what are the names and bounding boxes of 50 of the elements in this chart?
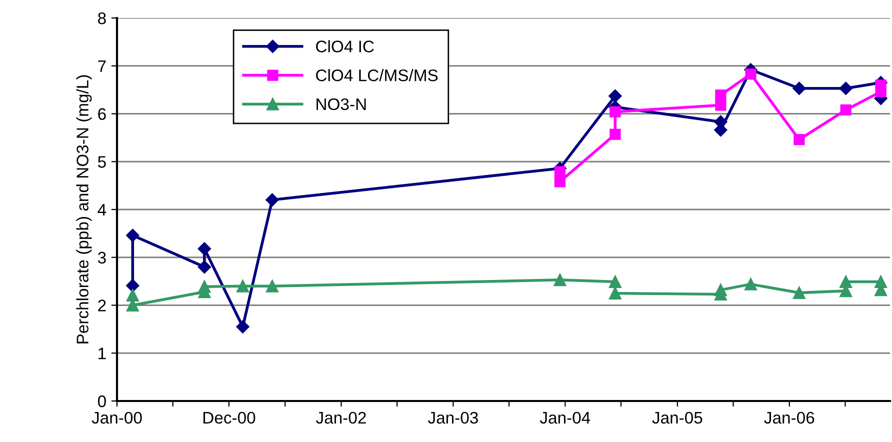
y-tick-label: 0 <box>98 395 106 408</box>
point <box>839 82 852 95</box>
x-tick-label: Jan-05 <box>652 412 702 424</box>
point <box>266 193 279 207</box>
point <box>198 242 212 256</box>
point <box>745 68 756 80</box>
legend-label: ClO4 IC <box>316 40 374 52</box>
point <box>840 276 852 288</box>
x-tick-label: Jan-03 <box>428 412 478 424</box>
point <box>715 100 726 111</box>
point <box>126 288 139 302</box>
y-tick-label: 4 <box>98 204 106 216</box>
point <box>198 260 212 274</box>
point <box>794 134 805 146</box>
point <box>126 279 140 292</box>
point <box>236 320 250 334</box>
point <box>126 228 140 242</box>
point <box>610 106 621 118</box>
legend-label: NO3-N <box>316 98 366 110</box>
legend-label: ClO4 LC/MS/MS <box>316 69 438 82</box>
y-tick-label: 3 <box>98 252 106 264</box>
x-tick-label: Jan-02 <box>316 412 366 424</box>
point <box>236 280 250 292</box>
point <box>840 104 852 116</box>
point <box>792 286 806 300</box>
point <box>875 79 886 91</box>
point <box>608 89 622 103</box>
y-tick-label: 5 <box>98 156 106 168</box>
x-tick-label: Dec-00 <box>203 412 256 424</box>
y-tick-label: 8 <box>98 12 106 24</box>
y-tick-label: 6 <box>98 108 106 120</box>
x-tick-label: Jan-06 <box>764 412 814 424</box>
point <box>608 287 622 300</box>
y-tick-label: 2 <box>98 300 106 312</box>
point <box>554 176 566 188</box>
point <box>744 278 757 290</box>
point <box>266 280 278 292</box>
x-tick-label: Jan-04 <box>540 412 590 424</box>
point <box>715 90 726 101</box>
point <box>554 166 566 178</box>
point <box>610 128 621 140</box>
point <box>198 280 211 293</box>
point <box>792 82 806 95</box>
point <box>554 274 566 286</box>
point <box>608 276 622 288</box>
x-tick-label: Jan-00 <box>92 412 142 424</box>
y-axis-title: Perchlorate (ppb) and NO3-N (mg/L) <box>76 75 92 344</box>
y-tick-label: 1 <box>98 348 106 360</box>
point <box>714 284 727 296</box>
y-tick-label: 7 <box>98 60 106 72</box>
